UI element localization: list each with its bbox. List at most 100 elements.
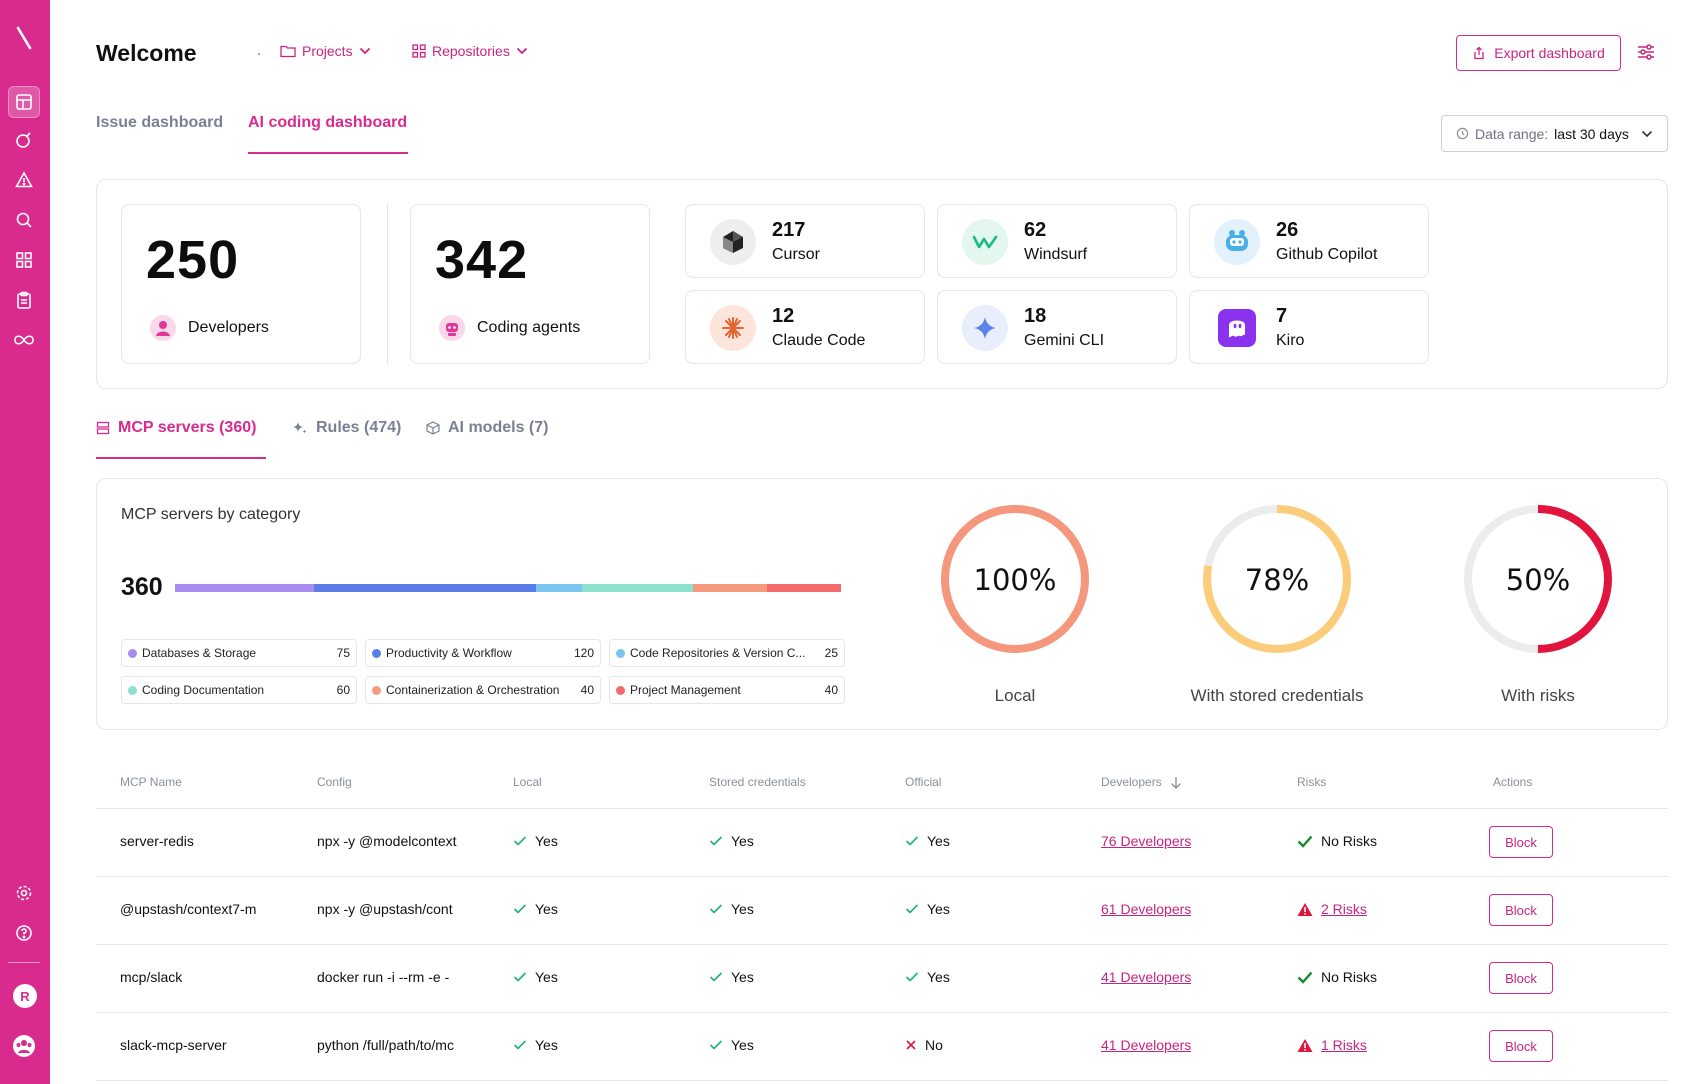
tool-card-gemini-cli[interactable]: 18 Gemini CLI [937, 290, 1177, 364]
coding-agents-card[interactable]: 342 Coding agents [410, 204, 650, 364]
category-bar-segment [535, 584, 582, 592]
donut-chart: 50% [1464, 505, 1612, 653]
official-value: Yes [927, 833, 950, 849]
official-cell: Yes [905, 833, 950, 849]
column-header[interactable]: MCP Name [120, 775, 182, 789]
category-legend-item[interactable]: Code Repositories & Version C... 25 [609, 639, 845, 667]
export-dashboard-button[interactable]: Export dashboard [1456, 35, 1621, 71]
block-button[interactable]: Block [1489, 894, 1553, 926]
tool-card-github-copilot[interactable]: 26 Github Copilot [1189, 204, 1429, 278]
tool-card-cursor[interactable]: 217 Cursor [685, 204, 925, 278]
tab-rules[interactable]: Rules (474) [292, 419, 401, 437]
category-bar-segment [766, 584, 841, 592]
table-row[interactable]: @upstash/context7-m npx -y @upstash/cont Y… [96, 877, 1668, 945]
search-icon [16, 212, 32, 228]
developers-card[interactable]: 250 Developers [121, 204, 361, 364]
donut-percent: 78% [1245, 563, 1309, 597]
sidebar-item-apps[interactable] [8, 244, 40, 276]
config-cell: npx -y @modelcontext [317, 833, 457, 849]
tool-count: 26 [1276, 219, 1299, 241]
legend-dot [128, 685, 137, 695]
column-header[interactable]: Risks [1297, 775, 1327, 789]
column-header[interactable]: Config [317, 775, 352, 789]
developers-link[interactable]: 76 Developers [1101, 833, 1192, 849]
active-tab-indicator [248, 152, 408, 154]
check-icon [709, 836, 723, 846]
sidebar-item-issues[interactable] [8, 164, 40, 196]
check-icon [1297, 971, 1313, 984]
category-legend-item[interactable]: Databases & Storage 75 [121, 639, 357, 667]
column-header[interactable]: Stored credentials [709, 775, 806, 789]
official-value: No [925, 1037, 943, 1053]
x-icon [906, 1040, 916, 1050]
tool-card-windsurf[interactable]: 62 Windsurf [937, 204, 1177, 278]
table-row[interactable]: mcp/slack docker run -i --rm -e - Yes Yes Ye… [96, 945, 1668, 1013]
agents-count: 342 [435, 230, 529, 290]
sidebar-item-search[interactable] [8, 204, 40, 236]
column-header-developers[interactable]: Developers [1101, 775, 1182, 789]
tab-ai-coding-dashboard[interactable]: AI coding dashboard [248, 114, 408, 131]
risks-cell: No Risks [1297, 833, 1377, 849]
column-header[interactable]: Actions [1493, 775, 1533, 789]
category-legend-item[interactable]: Project Management 40 [609, 676, 845, 704]
risks-value[interactable]: 1 Risks [1321, 1037, 1367, 1053]
sidebar-item-reports[interactable] [8, 284, 40, 316]
tab-mcp-servers[interactable]: MCP servers (360) [96, 419, 256, 437]
tool-card-claude-code[interactable]: 12 Claude Code [685, 290, 925, 364]
logo-icon[interactable] [14, 22, 34, 52]
legend-value: 25 [824, 646, 838, 660]
developers-link[interactable]: 61 Developers [1101, 901, 1192, 917]
sidebar-item-threats[interactable] [8, 124, 40, 156]
developers-cell: 41 Developers [1101, 1037, 1191, 1053]
category-legend-item[interactable]: Coding Documentation 60 [121, 676, 357, 704]
check-icon [513, 972, 527, 982]
projects-label: Projects [302, 43, 353, 59]
official-cell: Yes [905, 969, 950, 985]
tool-name: Github Copilot [1276, 246, 1378, 263]
developers-link[interactable]: 41 Developers [1101, 969, 1192, 985]
sidebar-item-integrations[interactable] [8, 324, 40, 356]
developer-icon [150, 315, 176, 341]
sidebar-item-team[interactable] [8, 1030, 40, 1062]
projects-dropdown[interactable]: Projects [280, 43, 371, 59]
robot-icon [439, 315, 465, 341]
tab-issue-dashboard[interactable]: Issue dashboard [96, 114, 224, 131]
user-avatar[interactable]: R [13, 984, 37, 1008]
sidebar-item-help[interactable] [8, 917, 40, 949]
block-button[interactable]: Block [1489, 826, 1553, 858]
developers-link[interactable]: 41 Developers [1101, 1037, 1192, 1053]
legend-dot [372, 685, 381, 695]
repositories-dropdown[interactable]: Repositories [412, 43, 528, 59]
claude-icon [710, 305, 756, 351]
date-range-select[interactable]: Data range: last 30 days [1441, 115, 1668, 152]
risks-cell: 1 Risks [1297, 1037, 1367, 1053]
category-legend-item[interactable]: Containerization & Orchestration 40 [365, 676, 601, 704]
tool-card-kiro[interactable]: 7 Kiro [1189, 290, 1429, 364]
sidebar-item-dashboard[interactable] [8, 86, 40, 118]
column-header[interactable]: Official [905, 775, 942, 789]
column-header[interactable]: Local [513, 775, 542, 789]
sidebar-item-settings[interactable] [8, 877, 40, 909]
tab-ai-models[interactable]: AI models (7) [426, 419, 548, 437]
risks-value[interactable]: 2 Risks [1321, 901, 1367, 917]
tool-count: 217 [772, 219, 806, 241]
server-icon [96, 421, 110, 435]
dashboard-icon [16, 94, 32, 110]
warning-icon [15, 171, 33, 188]
stored-value: Yes [731, 1037, 754, 1053]
legend-value: 40 [824, 683, 838, 697]
windsurf-icon [962, 219, 1008, 265]
legend-dot [616, 685, 625, 695]
tab-label: AI models (7) [448, 419, 549, 436]
check-icon [905, 836, 919, 846]
cube-icon [426, 421, 440, 435]
table-row[interactable]: server-redis npx -y @modelcontext Yes Yes Ye… [96, 809, 1668, 877]
developers-count: 250 [146, 230, 240, 290]
block-button[interactable]: Block [1489, 962, 1553, 994]
team-icon [13, 1035, 35, 1057]
table-row[interactable]: slack-mcp-server python /full/path/to/mc Y… [96, 1013, 1668, 1081]
block-button[interactable]: Block [1489, 1030, 1553, 1062]
tool-count: 18 [1024, 305, 1047, 327]
filter-settings-icon[interactable] [1636, 42, 1656, 62]
category-legend-item[interactable]: Productivity & Workflow 120 [365, 639, 601, 667]
